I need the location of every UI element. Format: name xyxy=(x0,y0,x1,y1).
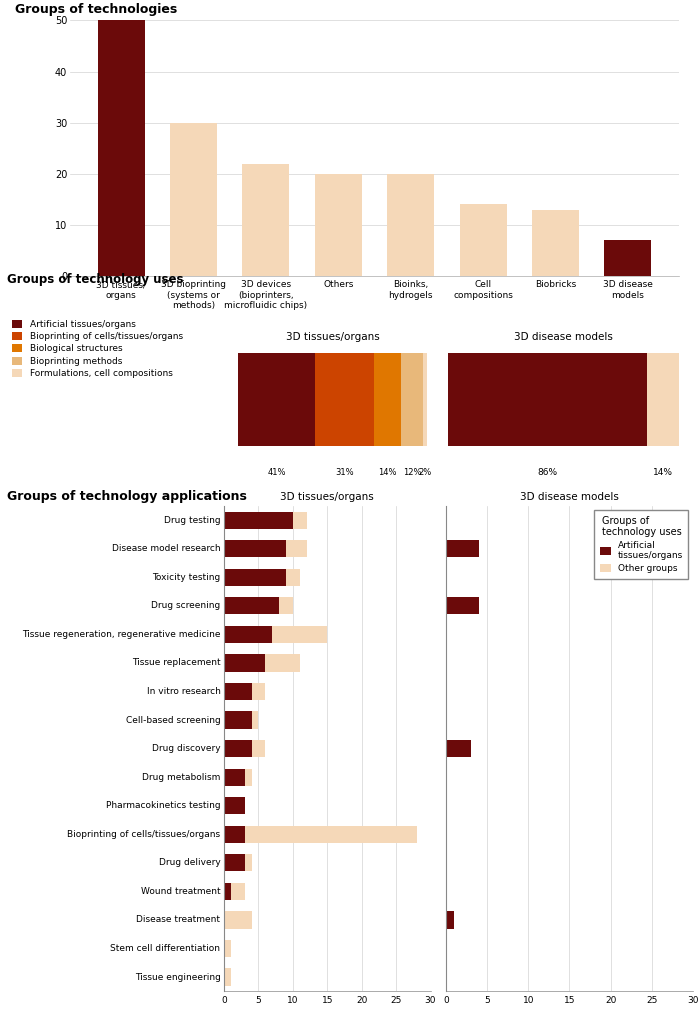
Bar xyxy=(242,164,290,276)
Title: 3D disease models: 3D disease models xyxy=(520,493,619,503)
Bar xyxy=(224,541,286,557)
Text: 31%: 31% xyxy=(335,468,354,477)
Bar xyxy=(224,912,251,929)
Bar xyxy=(224,625,272,643)
Title: 3D tissues/organs: 3D tissues/organs xyxy=(286,331,379,341)
Text: Disease treatment: Disease treatment xyxy=(136,916,220,925)
Text: 12%: 12% xyxy=(402,468,421,477)
Bar xyxy=(231,883,245,900)
Text: 86%: 86% xyxy=(538,468,557,477)
Bar xyxy=(224,969,231,985)
Bar xyxy=(272,625,328,643)
Text: Drug discovery: Drug discovery xyxy=(152,744,220,753)
Text: Pharmacokinetics testing: Pharmacokinetics testing xyxy=(106,801,220,810)
Bar xyxy=(238,354,316,447)
Text: 2%: 2% xyxy=(419,468,432,477)
Bar xyxy=(224,568,286,586)
Bar xyxy=(532,210,579,276)
Bar xyxy=(98,20,145,276)
Title: 3D tissues/organs: 3D tissues/organs xyxy=(281,493,374,503)
Bar xyxy=(446,541,479,557)
Bar xyxy=(224,854,245,872)
Text: In vitro research: In vitro research xyxy=(146,687,220,696)
Text: 14%: 14% xyxy=(378,468,397,477)
Bar xyxy=(245,769,251,786)
Bar xyxy=(265,654,300,671)
Text: Groups of technologies: Groups of technologies xyxy=(15,3,177,16)
Bar xyxy=(448,354,647,447)
Bar xyxy=(224,883,231,900)
Text: Wound treatment: Wound treatment xyxy=(141,887,220,896)
Bar xyxy=(251,683,265,700)
Text: Bioprinting of cells/tissues/organs: Bioprinting of cells/tissues/organs xyxy=(67,830,220,839)
Text: 14%: 14% xyxy=(653,468,673,477)
Bar xyxy=(224,711,251,729)
Bar xyxy=(224,597,279,614)
Legend: Artificial tissues/organs, Bioprinting of cells/tissues/organs, Biological struc: Artificial tissues/organs, Bioprinting o… xyxy=(11,320,183,378)
Bar xyxy=(170,123,217,276)
Title: 3D disease models: 3D disease models xyxy=(514,331,613,341)
Bar xyxy=(286,541,307,557)
Bar xyxy=(604,240,651,276)
Text: Disease model research: Disease model research xyxy=(112,545,220,553)
Text: Tissue regeneration, regenerative medicine: Tissue regeneration, regenerative medici… xyxy=(22,630,220,639)
Bar xyxy=(224,769,245,786)
Legend: Artificial
tissues/organs, Other groups: Artificial tissues/organs, Other groups xyxy=(594,510,689,578)
Bar xyxy=(251,740,265,757)
Text: Drug screening: Drug screening xyxy=(151,601,220,610)
Text: Cell-based screening: Cell-based screening xyxy=(126,715,220,725)
Text: Stem cell differentiation: Stem cell differentiation xyxy=(111,944,220,953)
Bar xyxy=(316,354,374,447)
Text: Drug metabolism: Drug metabolism xyxy=(142,773,220,782)
Bar xyxy=(224,797,245,815)
Bar xyxy=(446,597,479,614)
Bar xyxy=(459,204,507,276)
Bar xyxy=(245,826,416,843)
Bar xyxy=(387,174,434,276)
Bar xyxy=(224,683,251,700)
Bar xyxy=(286,568,300,586)
Bar xyxy=(374,354,400,447)
Bar xyxy=(224,512,293,528)
Bar xyxy=(446,740,470,757)
Text: Groups of technology applications: Groups of technology applications xyxy=(7,491,247,503)
Bar xyxy=(446,912,454,929)
Bar xyxy=(224,826,245,843)
Bar xyxy=(647,354,679,447)
Bar xyxy=(315,174,362,276)
Bar xyxy=(224,940,231,957)
Text: Groups of technology uses: Groups of technology uses xyxy=(7,273,183,286)
Bar xyxy=(400,354,424,447)
Bar xyxy=(245,854,251,872)
Bar xyxy=(224,654,265,671)
Text: Toxicity testing: Toxicity testing xyxy=(153,572,220,582)
Text: Drug testing: Drug testing xyxy=(164,516,220,524)
Text: Tissue engineering: Tissue engineering xyxy=(134,973,220,981)
Text: Tissue replacement: Tissue replacement xyxy=(132,658,220,667)
Bar xyxy=(251,711,258,729)
Bar xyxy=(224,740,251,757)
Bar xyxy=(279,597,293,614)
Bar xyxy=(424,354,427,447)
Text: Drug delivery: Drug delivery xyxy=(159,858,220,868)
Text: 41%: 41% xyxy=(267,468,286,477)
Bar xyxy=(293,512,307,528)
